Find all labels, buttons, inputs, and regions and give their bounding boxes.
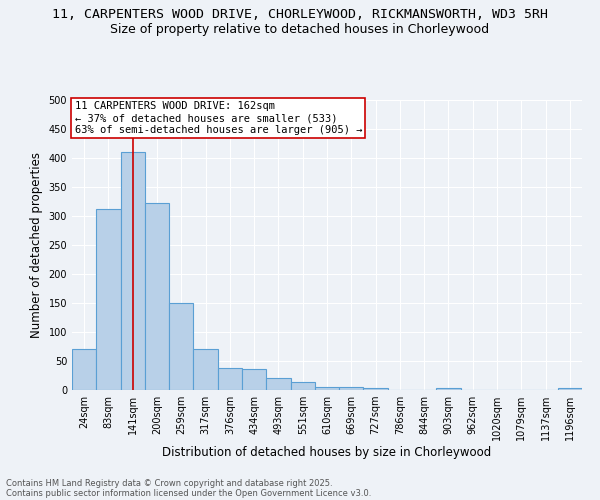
Bar [436,388,461,390]
Bar [121,152,145,390]
Text: Contains HM Land Registry data © Crown copyright and database right 2025.: Contains HM Land Registry data © Crown c… [6,478,332,488]
Bar [558,388,582,390]
Bar [315,386,339,390]
X-axis label: Distribution of detached houses by size in Chorleywood: Distribution of detached houses by size … [163,446,491,459]
Bar [145,202,169,390]
Bar [364,388,388,390]
Bar [266,378,290,390]
Y-axis label: Number of detached properties: Number of detached properties [30,152,43,338]
Bar [218,368,242,390]
Bar [72,350,96,390]
Bar [96,209,121,390]
Bar [242,368,266,390]
Text: 11, CARPENTERS WOOD DRIVE, CHORLEYWOOD, RICKMANSWORTH, WD3 5RH: 11, CARPENTERS WOOD DRIVE, CHORLEYWOOD, … [52,8,548,20]
Text: 11 CARPENTERS WOOD DRIVE: 162sqm
← 37% of detached houses are smaller (533)
63% : 11 CARPENTERS WOOD DRIVE: 162sqm ← 37% o… [74,102,362,134]
Text: Size of property relative to detached houses in Chorleywood: Size of property relative to detached ho… [110,22,490,36]
Bar [339,386,364,390]
Bar [193,350,218,390]
Bar [290,382,315,390]
Bar [169,303,193,390]
Text: Contains public sector information licensed under the Open Government Licence v3: Contains public sector information licen… [6,488,371,498]
